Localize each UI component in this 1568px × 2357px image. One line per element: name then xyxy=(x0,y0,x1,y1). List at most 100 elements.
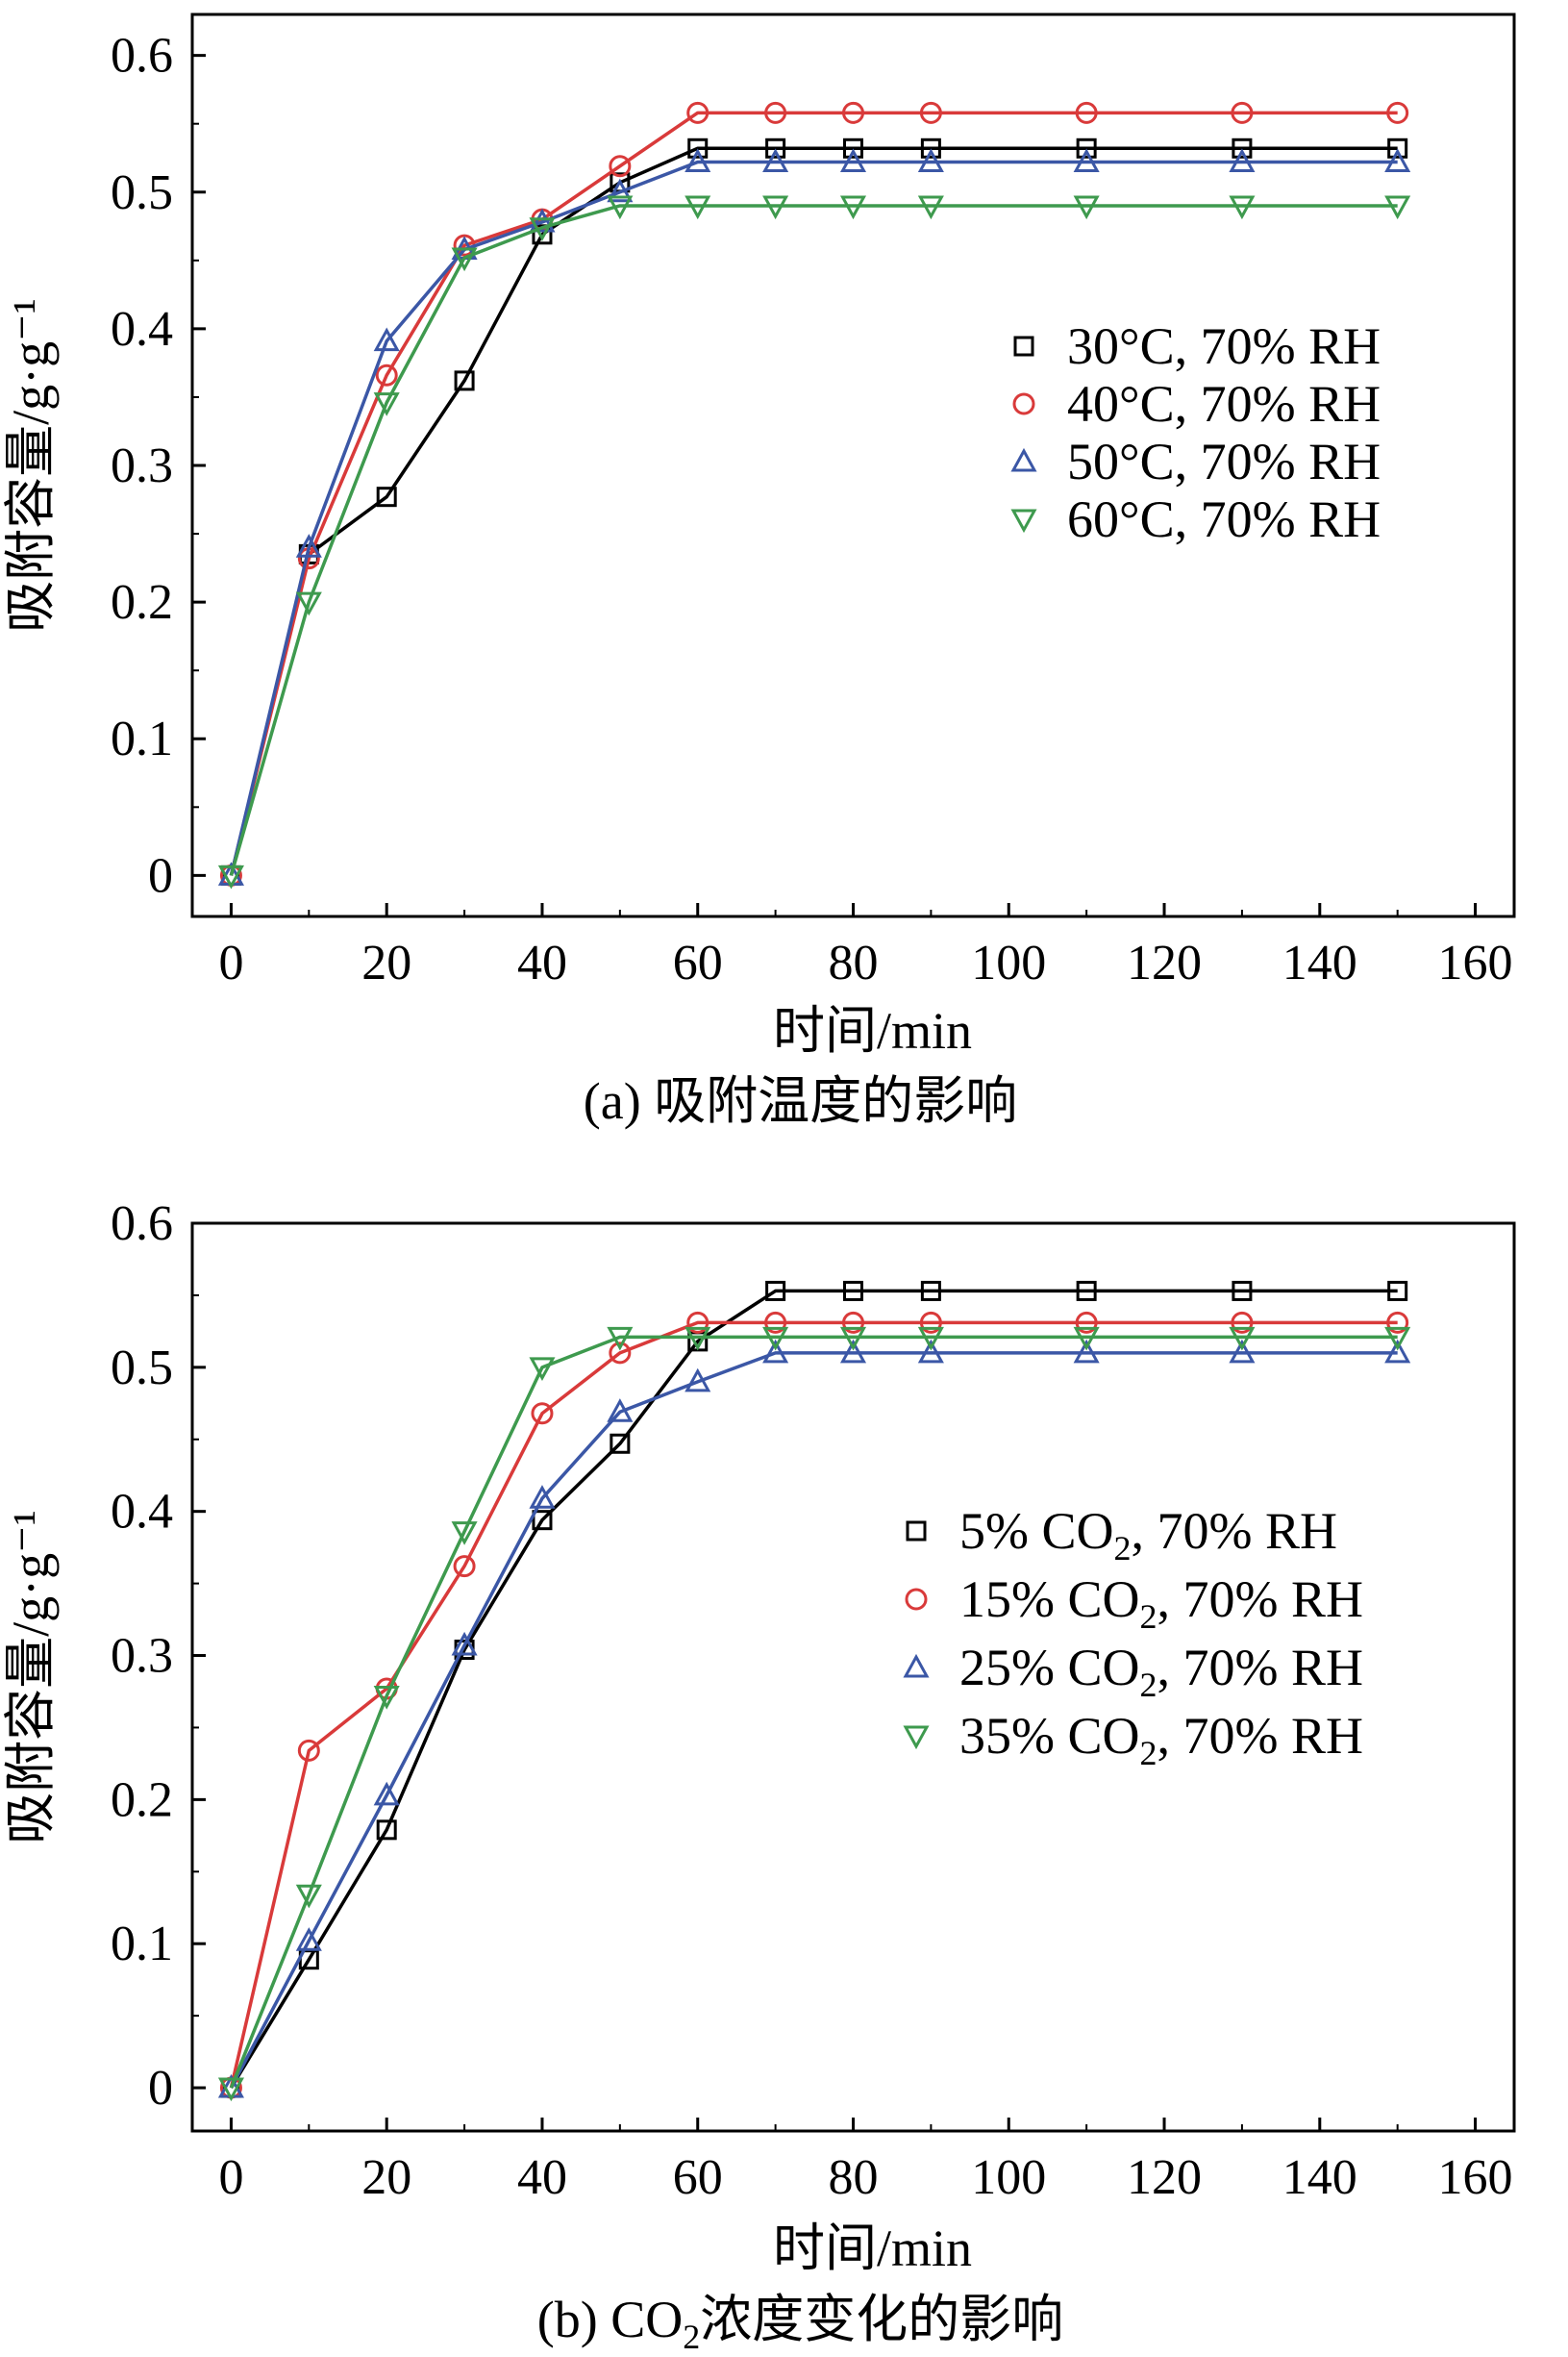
series-line xyxy=(229,204,1398,876)
legend-label: 30°C, 70% RH xyxy=(1067,317,1381,375)
data-point xyxy=(217,865,244,890)
legend-label: 40°C, 70% RH xyxy=(1067,375,1381,433)
y-tick-label: 0.4 xyxy=(111,302,173,357)
data-point xyxy=(454,370,475,391)
data-point xyxy=(451,1631,478,1656)
legend-label: 25% CO2, 70% RH xyxy=(959,1639,1363,1704)
legend-marker xyxy=(1013,336,1034,357)
data-point xyxy=(451,1521,478,1545)
x-axis-title: 时间/min xyxy=(773,2219,972,2277)
data-point xyxy=(919,101,942,124)
data-point xyxy=(607,1398,634,1422)
data-point xyxy=(843,1280,863,1301)
series-line xyxy=(229,1351,1398,2089)
data-point xyxy=(764,1311,787,1334)
series-line xyxy=(229,1335,1398,2089)
data-point xyxy=(1229,148,1256,172)
y-axis-title: 吸附容量/g·g⁻¹ xyxy=(2,1510,60,1844)
x-tick-label: 20 xyxy=(361,2150,411,2205)
data-point xyxy=(1384,1326,1411,1351)
data-point xyxy=(532,224,553,245)
x-tick-label: 60 xyxy=(673,2150,723,2205)
data-point xyxy=(529,1357,556,1381)
data-point xyxy=(842,101,864,124)
data-point xyxy=(684,1367,711,1392)
legend-label: 60°C, 70% RH xyxy=(1067,490,1381,548)
data-point xyxy=(917,148,944,172)
data-point xyxy=(684,148,711,172)
x-tick-label: 140 xyxy=(1282,2150,1357,2205)
data-point xyxy=(373,327,400,352)
data-point xyxy=(607,1326,634,1351)
data-point xyxy=(529,217,556,241)
x-tick-label: 100 xyxy=(971,2150,1046,2205)
legend-label: 35% CO2, 70% RH xyxy=(959,1707,1363,1772)
y-tick-label: 0.3 xyxy=(111,1629,173,1684)
figure-caption: (a) 吸附温度的影响 xyxy=(584,1072,1017,1130)
y-tick-label: 0.6 xyxy=(111,29,173,84)
legend-marker xyxy=(903,1653,930,1678)
legend-marker xyxy=(1010,509,1037,534)
y-axis-title: 吸附容量/g·g⁻¹ xyxy=(2,298,60,633)
data-point xyxy=(1232,138,1253,159)
x-tick-label: 80 xyxy=(829,936,879,990)
data-point xyxy=(607,195,634,220)
data-point xyxy=(917,195,944,220)
text-part: , 70% RH xyxy=(1132,1502,1338,1560)
data-point xyxy=(373,1781,400,1806)
x-tick-label: 160 xyxy=(1438,2150,1513,2205)
data-point xyxy=(917,1326,944,1351)
legend-label: 5% CO2, 70% RH xyxy=(959,1502,1337,1567)
x-tick-label: 120 xyxy=(1127,2150,1202,2205)
x-tick-label: 40 xyxy=(517,936,567,990)
series-2 xyxy=(219,1311,1409,2099)
y-tick-label: 0.5 xyxy=(111,1341,173,1395)
data-point xyxy=(295,534,322,558)
series-line xyxy=(229,1289,1398,2089)
data-point xyxy=(839,195,867,220)
data-point xyxy=(1231,101,1254,124)
series-4 xyxy=(217,1326,1411,2102)
data-point xyxy=(297,1739,320,1762)
data-point xyxy=(686,1311,709,1334)
data-point xyxy=(686,101,709,124)
x-tick-label: 140 xyxy=(1282,936,1357,990)
y-tick-label: 0.6 xyxy=(111,1196,173,1251)
x-tick-label: 0 xyxy=(218,936,243,990)
data-point xyxy=(684,195,711,220)
data-point xyxy=(762,1339,789,1364)
data-point xyxy=(1386,1311,1409,1334)
data-point xyxy=(607,178,634,203)
subscript: 2 xyxy=(1140,1666,1157,1704)
legend-label: 50°C, 70% RH xyxy=(1067,433,1381,490)
data-point xyxy=(451,247,478,272)
data-point xyxy=(1387,138,1408,159)
text-part: , 70% RH xyxy=(1157,1639,1364,1696)
data-point xyxy=(917,1339,944,1364)
x-tick-label: 0 xyxy=(218,2150,243,2205)
y-tick-label: 0 xyxy=(148,2061,173,2116)
data-point xyxy=(920,1280,941,1301)
data-point xyxy=(373,392,400,416)
data-point xyxy=(764,101,787,124)
data-point xyxy=(529,1485,556,1509)
data-point xyxy=(1229,1339,1256,1364)
subscript: 2 xyxy=(1114,1529,1132,1567)
text-part: , 70% RH xyxy=(1157,1570,1364,1628)
data-point xyxy=(1073,1326,1100,1351)
subscript: 2 xyxy=(1140,1597,1157,1636)
y-tick-label: 0.1 xyxy=(111,712,173,766)
data-point xyxy=(839,1339,867,1364)
text-part: 浓度变化的影响 xyxy=(700,2291,1063,2348)
data-point xyxy=(1229,1326,1256,1351)
data-point xyxy=(1073,1339,1100,1364)
text-part: (b) CO xyxy=(537,2291,683,2348)
x-tick-label: 120 xyxy=(1127,936,1202,990)
data-point xyxy=(609,155,632,178)
data-point xyxy=(687,138,709,159)
data-point xyxy=(1232,1280,1253,1301)
y-tick-label: 0 xyxy=(148,848,173,903)
data-point xyxy=(762,1326,789,1351)
series-line xyxy=(229,146,1398,876)
